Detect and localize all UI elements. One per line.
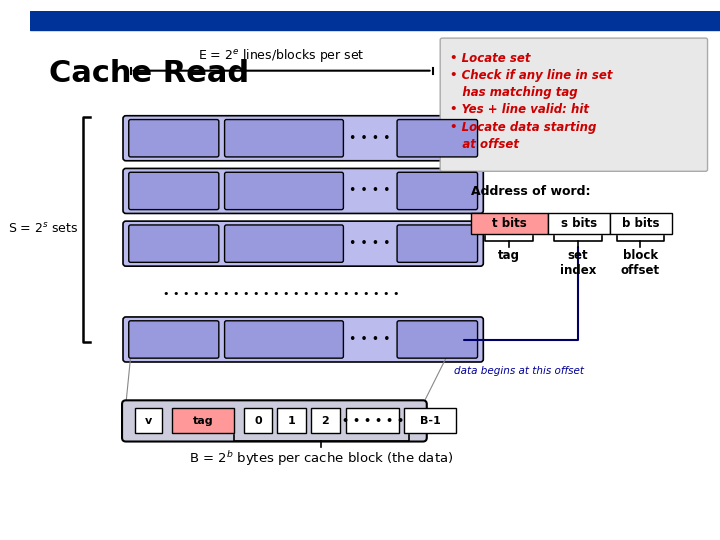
Bar <box>30 11 720 30</box>
Text: v: v <box>145 416 153 426</box>
FancyBboxPatch shape <box>123 317 483 362</box>
Text: • Yes + line valid: hit: • Yes + line valid: hit <box>450 103 589 116</box>
Text: B-1: B-1 <box>420 416 441 426</box>
Text: block
offset: block offset <box>621 249 660 277</box>
FancyBboxPatch shape <box>471 213 547 234</box>
Text: • • • • • •: • • • • • • <box>341 416 404 426</box>
FancyBboxPatch shape <box>123 116 483 161</box>
Text: • • • •: • • • • <box>349 333 391 346</box>
FancyBboxPatch shape <box>397 172 477 210</box>
Text: tag: tag <box>498 249 520 262</box>
Text: E = 2$^e$ lines/blocks per set: E = 2$^e$ lines/blocks per set <box>198 47 365 64</box>
FancyBboxPatch shape <box>123 168 483 213</box>
Text: data begins at this offset: data begins at this offset <box>454 366 584 376</box>
Text: set
index: set index <box>560 249 596 277</box>
Text: • • • •: • • • • <box>349 237 391 250</box>
FancyBboxPatch shape <box>547 213 610 234</box>
FancyBboxPatch shape <box>244 408 272 434</box>
Text: s bits: s bits <box>561 217 597 230</box>
Text: • • • •: • • • • <box>349 185 391 198</box>
FancyBboxPatch shape <box>135 408 162 434</box>
FancyBboxPatch shape <box>404 408 456 434</box>
Text: B = 2$^b$ bytes per cache block (the data): B = 2$^b$ bytes per cache block (the dat… <box>189 449 454 468</box>
FancyBboxPatch shape <box>129 119 219 157</box>
Text: • • • • • • • • • • • • • • • • • • • • • • • •: • • • • • • • • • • • • • • • • • • • • … <box>163 289 400 299</box>
Text: 2: 2 <box>321 416 329 426</box>
Text: b bits: b bits <box>622 217 660 230</box>
Text: Address of word:: Address of word: <box>471 185 590 198</box>
Text: t bits: t bits <box>492 217 526 230</box>
FancyBboxPatch shape <box>277 408 306 434</box>
FancyBboxPatch shape <box>225 225 343 262</box>
FancyBboxPatch shape <box>311 408 340 434</box>
FancyBboxPatch shape <box>397 119 477 157</box>
FancyBboxPatch shape <box>610 213 672 234</box>
Text: • Locate set: • Locate set <box>450 51 530 64</box>
FancyBboxPatch shape <box>225 119 343 157</box>
FancyBboxPatch shape <box>122 400 427 442</box>
Text: • Check if any line in set: • Check if any line in set <box>450 69 612 82</box>
FancyBboxPatch shape <box>129 321 219 358</box>
Text: at offset: at offset <box>450 138 519 151</box>
Text: 1: 1 <box>288 416 295 426</box>
Text: 0: 0 <box>254 416 262 426</box>
FancyBboxPatch shape <box>129 225 219 262</box>
FancyBboxPatch shape <box>397 225 477 262</box>
FancyBboxPatch shape <box>123 221 483 266</box>
FancyBboxPatch shape <box>172 408 234 434</box>
Text: has matching tag: has matching tag <box>450 86 577 99</box>
FancyBboxPatch shape <box>225 321 343 358</box>
FancyBboxPatch shape <box>397 321 477 358</box>
Text: • Locate data starting: • Locate data starting <box>450 120 596 133</box>
Text: • • • •: • • • • <box>349 132 391 145</box>
Text: S = 2$^s$ sets: S = 2$^s$ sets <box>8 222 78 237</box>
FancyBboxPatch shape <box>129 172 219 210</box>
Text: tag: tag <box>193 416 213 426</box>
Text: Cache Read: Cache Read <box>49 59 249 88</box>
FancyBboxPatch shape <box>440 38 708 171</box>
FancyBboxPatch shape <box>346 408 399 434</box>
FancyBboxPatch shape <box>225 172 343 210</box>
